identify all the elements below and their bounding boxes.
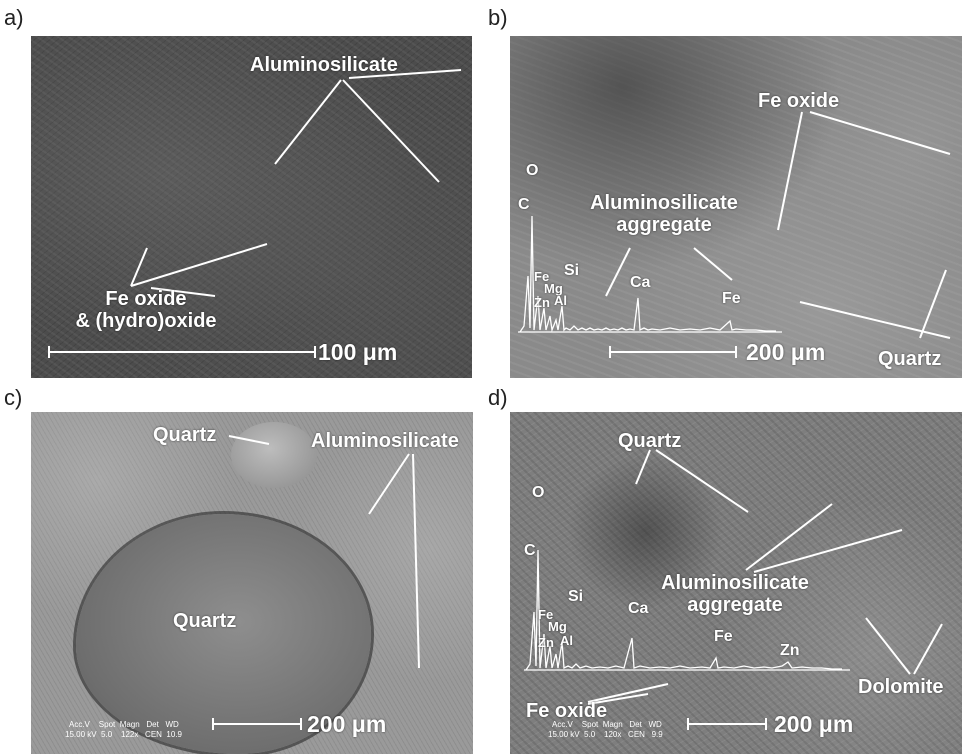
eds-peak-fe-low-d: Fe	[538, 607, 554, 622]
eds-peak-fe-high-d: Fe	[714, 628, 733, 645]
annotation-lines-c	[212, 435, 420, 730]
label-fe-oxide-line1: Fe oxide	[105, 288, 187, 310]
eds-peak-si: Si	[564, 262, 580, 279]
label-fe-oxide-a: Fe oxide & (hydro)oxide	[71, 288, 221, 332]
label-dolomite-d: Dolomite	[858, 676, 944, 698]
label-aluminosilicate-line1-d: Aluminosilicate	[661, 572, 809, 594]
eds-peak-o-d: O	[532, 484, 545, 501]
annotation-lines-b	[518, 111, 951, 358]
eds-peak-c: C	[518, 196, 530, 213]
panel-label-c: c)	[4, 385, 23, 410]
eds-peak-o: O	[526, 162, 539, 179]
sem-info-c-line1: Acc.V Spot Magn Det WD	[69, 720, 179, 729]
label-quartz-center-c: Quartz	[173, 610, 237, 632]
label-quartz-b: Quartz	[878, 348, 942, 370]
eds-peak-zn: Zn	[534, 295, 550, 310]
label-aluminosilicate-aggregate-d: Aluminosilicate aggregate	[650, 572, 820, 616]
scale-bar-label-a: 100 μm	[318, 339, 398, 365]
label-aggregate-line2-d: aggregate	[687, 594, 783, 616]
panel-label-d: d)	[488, 385, 508, 410]
sem-info-d-line2: 15.00 kV 5.0 120x CEN 9.9	[548, 730, 663, 739]
eds-spectrum-b	[518, 215, 782, 333]
sem-image-b: Fe oxide Aluminosilicate aggregate Quart…	[510, 36, 962, 378]
eds-peak-ca-d: Ca	[628, 600, 649, 617]
eds-peak-ca: Ca	[630, 274, 651, 291]
eds-peak-si-d: Si	[568, 588, 584, 605]
scale-bar-label-c: 200 μm	[307, 711, 387, 737]
scale-bar-label-b: 200 μm	[746, 339, 826, 365]
sem-info-c-line2: 15.00 kV 5.0 122x CEN 10.9	[65, 730, 182, 739]
eds-peak-fe-high: Fe	[722, 290, 741, 307]
eds-peak-zn-low-d: Zn	[538, 635, 554, 650]
panel-label-a: a)	[4, 5, 24, 30]
label-aggregate-line2: aggregate	[616, 214, 712, 236]
eds-spectrum-d	[524, 549, 850, 671]
scale-bar-label-d: 200 μm	[774, 711, 854, 737]
label-fe-oxide-line2: & (hydro)oxide	[75, 310, 217, 332]
panel-label-b: b)	[488, 5, 508, 30]
eds-peak-fe-low: Fe	[534, 269, 550, 284]
label-aluminosilicate-c: Aluminosilicate	[311, 430, 459, 452]
sem-image-a: Aluminosilicate Fe oxide & (hydro)oxide …	[31, 36, 472, 378]
label-aluminosilicate-aggregate-b: Aluminosilicate aggregate	[584, 192, 744, 236]
label-quartz-top-c: Quartz	[153, 424, 217, 446]
sem-image-d: Quartz Aluminosilicate aggregate Dolomit…	[510, 412, 962, 754]
quartz-grain-small	[231, 422, 317, 488]
annotation-lines-a	[48, 69, 462, 358]
sem-image-c: Quartz Aluminosilicate Quartz Acc.V Spot…	[31, 412, 473, 754]
label-fe-oxide-d: Fe oxide	[526, 700, 608, 722]
eds-peak-zn-high-d: Zn	[780, 642, 800, 659]
eds-peak-al-d: Al	[560, 633, 573, 648]
quartz-grain-large	[76, 514, 371, 754]
label-aluminosilicate-line1: Aluminosilicate	[590, 192, 738, 214]
eds-peak-mg-d: Mg	[548, 619, 567, 634]
eds-peak-c-d: C	[524, 542, 536, 559]
label-fe-oxide-b: Fe oxide	[758, 90, 840, 112]
sem-info-d-line1: Acc.V Spot Magn Det WD	[552, 720, 662, 729]
label-aluminosilicate: Aluminosilicate	[250, 54, 398, 76]
label-quartz-d: Quartz	[618, 430, 682, 452]
annotation-lines-d	[524, 449, 943, 730]
eds-peak-mg: Mg	[544, 281, 563, 296]
eds-peak-al: Al	[554, 293, 567, 308]
